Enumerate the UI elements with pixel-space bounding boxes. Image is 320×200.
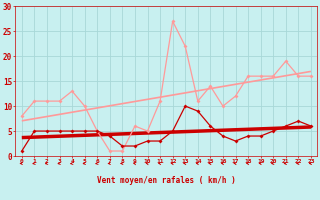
X-axis label: Vent moyen/en rafales ( km/h ): Vent moyen/en rafales ( km/h ) — [97, 176, 236, 185]
